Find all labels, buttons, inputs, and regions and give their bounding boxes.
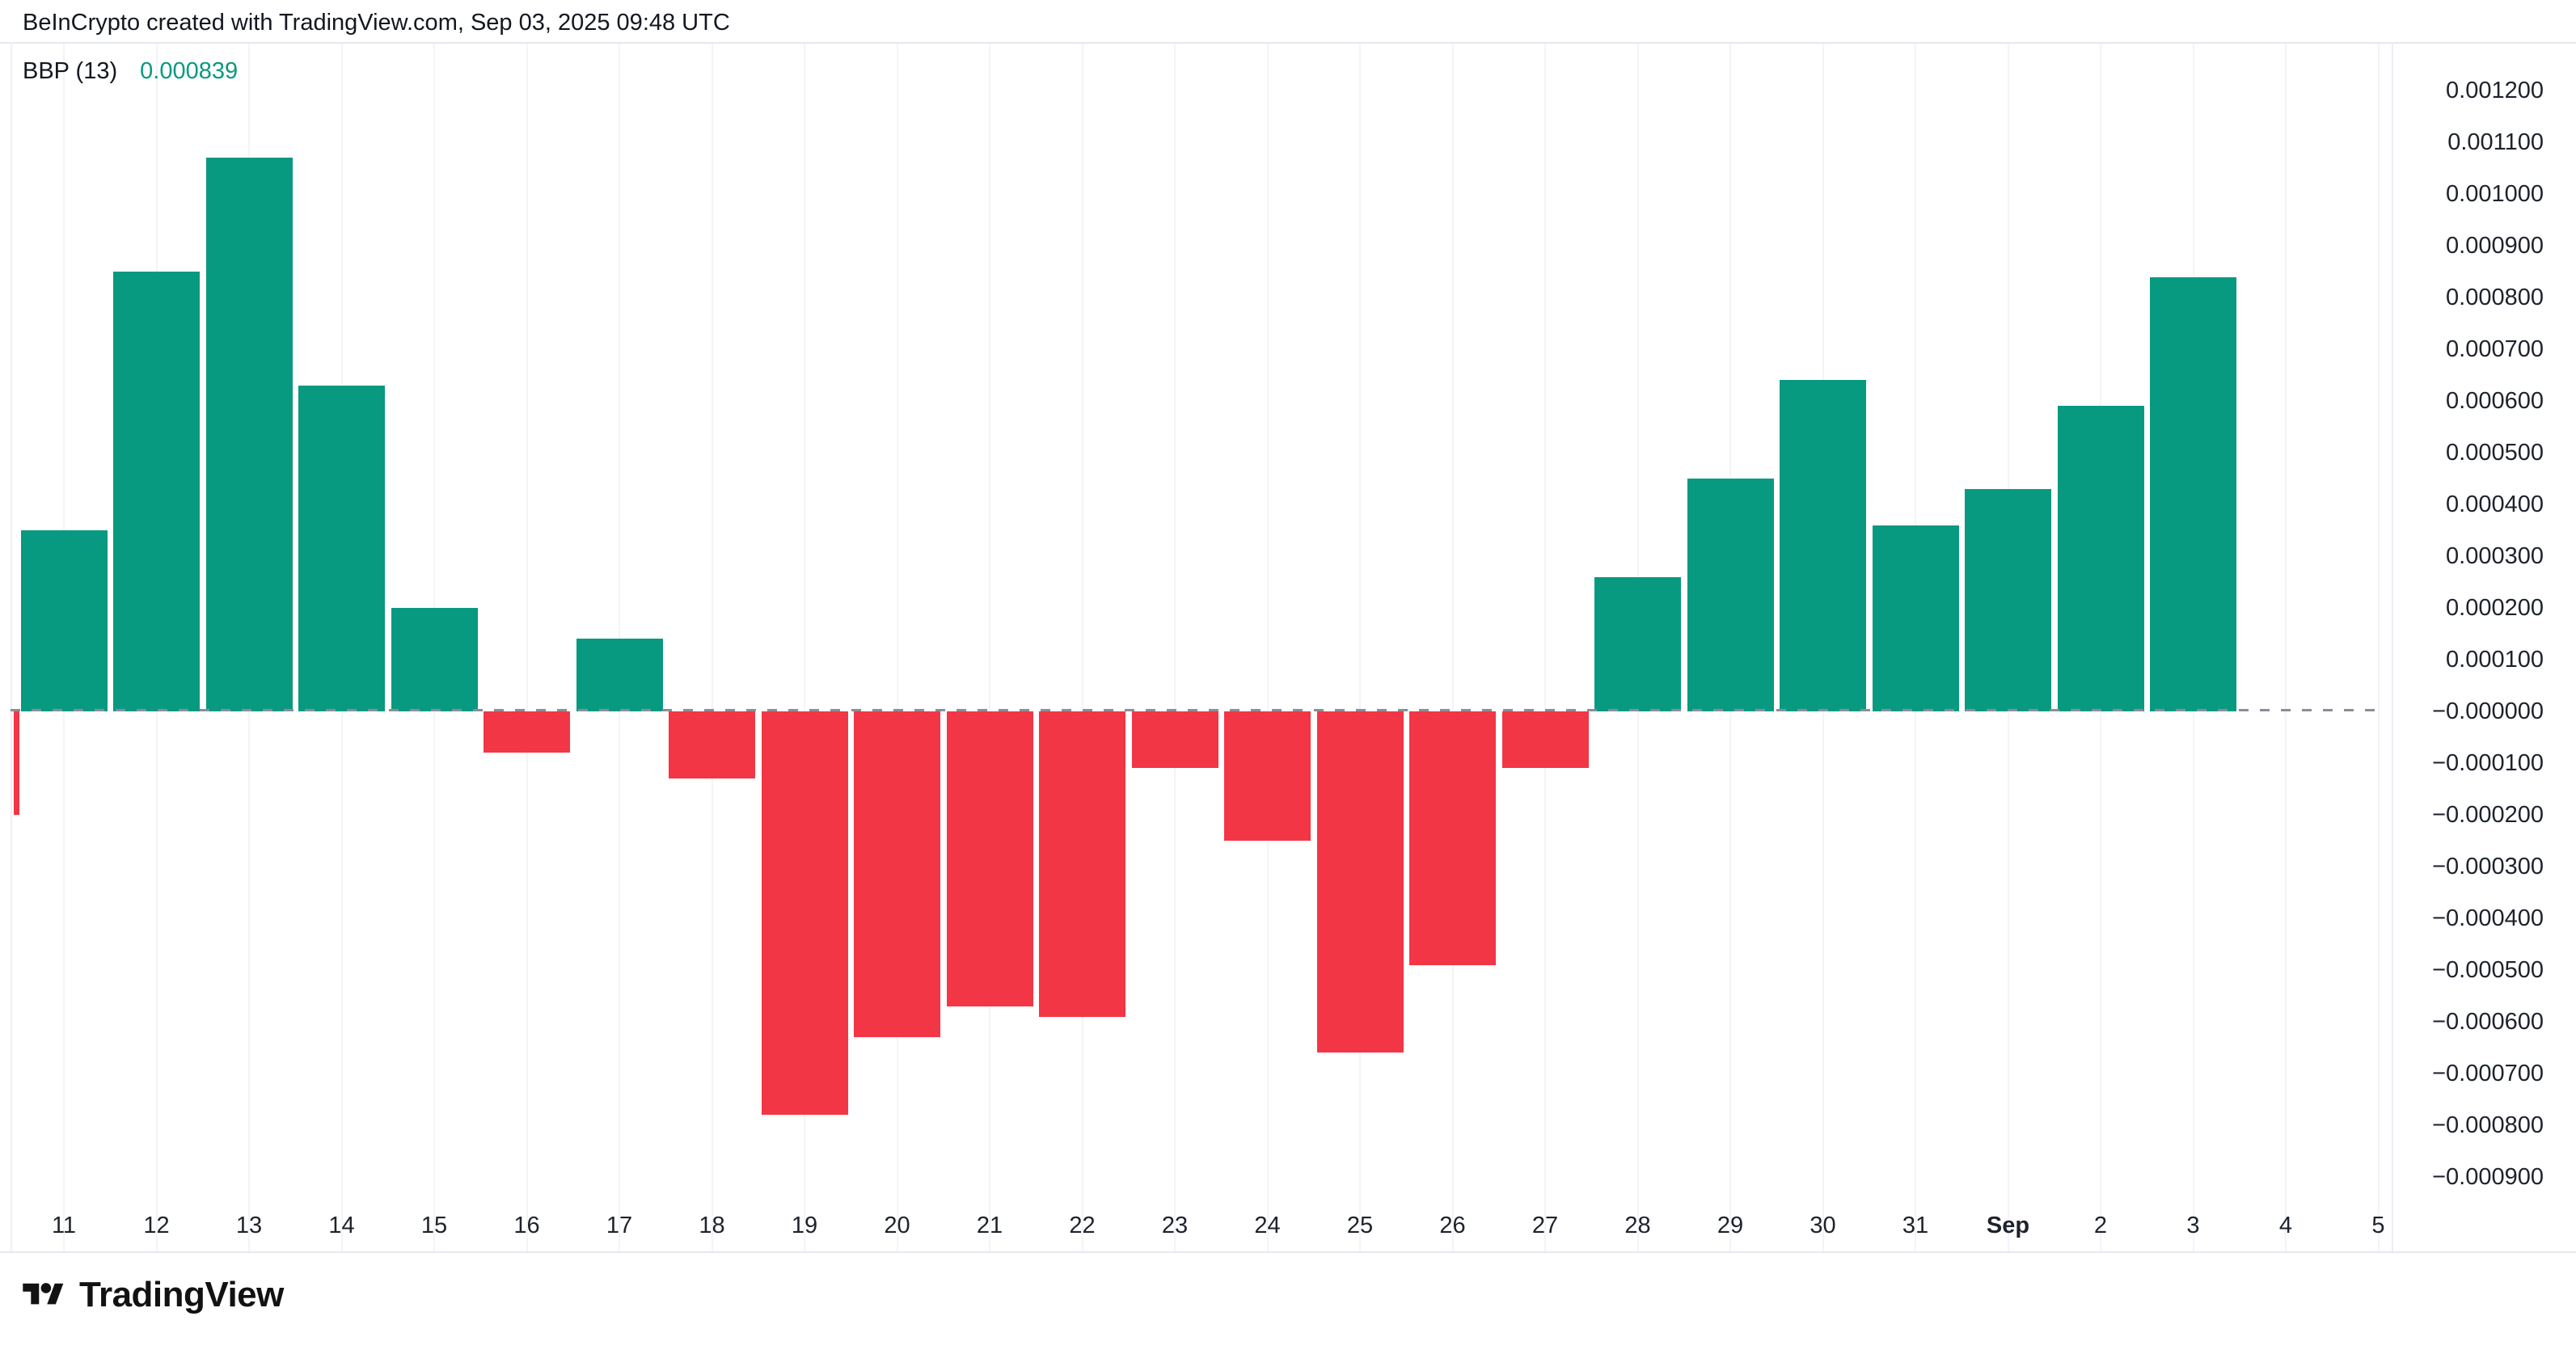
tradingview-logo-text: TradingView — [79, 1275, 284, 1314]
time-scale-label-13: 13 — [235, 1213, 263, 1238]
histogram-bar-Sep — [1965, 489, 2051, 711]
price-scale-label: −0.000900 — [2432, 1164, 2544, 1190]
histogram-bar-18 — [669, 711, 755, 778]
histogram-bar-clipped-left — [14, 711, 19, 815]
time-scale-label-27: 27 — [1531, 1213, 1559, 1238]
time-scale-label-30: 30 — [1810, 1213, 1836, 1238]
histogram-bar-23 — [1132, 711, 1218, 768]
histogram-bar-26 — [1409, 711, 1496, 965]
gridline-26 — [1451, 44, 1454, 1251]
gridline-19 — [804, 44, 805, 1251]
price-scale-label: 0.001000 — [2446, 181, 2544, 207]
histogram-bar-21 — [947, 711, 1033, 1006]
tradingview-attribution-logo[interactable]: TradingView — [23, 1277, 284, 1313]
gridline-4 — [2285, 44, 2287, 1251]
time-scale-label-31: 31 — [1902, 1213, 1929, 1238]
indicator-value: 0.000839 — [140, 58, 239, 84]
price-scale-label: −0.000000 — [2432, 698, 2544, 724]
gridline-5 — [2377, 44, 2380, 1251]
time-scale-label-24: 24 — [1254, 1213, 1281, 1238]
gridline-25 — [1359, 44, 1361, 1251]
histogram-bar-14 — [298, 386, 385, 711]
histogram-bar-24 — [1224, 711, 1311, 841]
time-scale-label-5: 5 — [2371, 1213, 2385, 1238]
histogram-bar-16 — [484, 711, 570, 753]
attribution-text: BeInCrypto created with TradingView.com,… — [23, 10, 730, 36]
histogram-bar-13 — [206, 158, 293, 711]
price-scale-label: −0.000700 — [2432, 1061, 2544, 1086]
price-scale-label: −0.000800 — [2432, 1112, 2544, 1138]
gridline-27 — [1544, 44, 1546, 1251]
price-scale-divider — [2392, 42, 2393, 1251]
histogram-bar-19 — [762, 711, 848, 1115]
price-scale-label: −0.000300 — [2432, 854, 2544, 880]
time-scale-label-2: 2 — [2093, 1213, 2108, 1238]
time-scale-label-16: 16 — [513, 1213, 540, 1238]
price-scale-label: 0.000200 — [2446, 595, 2544, 621]
price-scale-label: 0.000700 — [2446, 336, 2544, 362]
histogram-bar-3 — [2150, 277, 2236, 711]
indicator-name: BBP (13) — [23, 58, 118, 84]
pane-top-border — [0, 42, 2576, 44]
zero-line-dashed — [11, 709, 2385, 711]
price-scale-label: −0.000400 — [2432, 905, 2544, 931]
histogram-bar-12 — [113, 272, 200, 711]
time-scale-label-25: 25 — [1346, 1213, 1374, 1238]
pane-left-border — [11, 42, 12, 1251]
price-scale-label: 0.000800 — [2446, 285, 2544, 310]
histogram-bar-17 — [576, 639, 663, 711]
price-scale-label: −0.000200 — [2432, 802, 2544, 828]
time-scale-label-17: 17 — [606, 1213, 633, 1238]
price-scale-label: 0.000600 — [2446, 388, 2544, 414]
time-scale-label-23: 23 — [1161, 1213, 1189, 1238]
price-scale-label: 0.001200 — [2446, 78, 2544, 103]
price-scale-label: 0.000900 — [2446, 233, 2544, 259]
gridline-22 — [1081, 44, 1083, 1251]
histogram-bar-11 — [21, 530, 108, 711]
time-scale-label-11: 11 — [51, 1213, 77, 1238]
price-scale-label: −0.000500 — [2432, 957, 2544, 983]
tradingview-logo-icon — [23, 1283, 64, 1305]
histogram-bar-27 — [1502, 711, 1589, 768]
price-scale-label: 0.000100 — [2446, 647, 2544, 673]
price-scale-label: 0.001100 — [2447, 129, 2544, 155]
price-scale-label: −0.000100 — [2432, 750, 2544, 776]
histogram-bar-20 — [854, 711, 940, 1037]
gridline-23 — [1174, 44, 1176, 1251]
histogram-bar-2 — [2058, 406, 2144, 711]
indicator-legend[interactable]: BBP (13) 0.000839 — [23, 57, 238, 86]
time-scale-label-12: 12 — [143, 1213, 170, 1238]
gridline-24 — [1266, 44, 1269, 1251]
time-scale-label-19: 19 — [791, 1213, 818, 1238]
gridline-21 — [989, 44, 990, 1251]
time-scale-label-20: 20 — [884, 1213, 910, 1238]
histogram-bar-29 — [1687, 479, 1774, 711]
time-scale-label-29: 29 — [1717, 1213, 1744, 1238]
time-scale-label-14: 14 — [328, 1213, 355, 1238]
histogram-bar-31 — [1873, 525, 1959, 711]
time-scale-label-22: 22 — [1069, 1213, 1096, 1238]
time-scale-label-21: 21 — [976, 1213, 1003, 1238]
time-scale-label-4: 4 — [2278, 1213, 2293, 1238]
gridline-20 — [896, 44, 898, 1251]
time-scale-label-28: 28 — [1624, 1213, 1651, 1238]
time-scale-label-18: 18 — [699, 1213, 725, 1238]
gridline-18 — [711, 44, 713, 1251]
histogram-bar-30 — [1780, 380, 1866, 711]
gridline-16 — [526, 44, 528, 1251]
time-scale-label-26: 26 — [1439, 1213, 1466, 1238]
price-scale-label: 0.000500 — [2446, 440, 2544, 466]
time-scale-label-Sep: Sep — [1986, 1213, 2030, 1238]
histogram-bar-28 — [1594, 577, 1681, 711]
time-scale-label-3: 3 — [2186, 1213, 2200, 1238]
price-scale-label: 0.000400 — [2446, 491, 2544, 517]
time-scale-label-15: 15 — [420, 1213, 448, 1238]
price-scale-label: −0.000600 — [2432, 1009, 2544, 1035]
pane-bottom-border — [0, 1251, 2576, 1253]
histogram-bar-22 — [1039, 711, 1125, 1017]
price-scale-label: 0.000300 — [2446, 543, 2544, 569]
histogram-bar-15 — [391, 608, 478, 711]
histogram-bar-25 — [1317, 711, 1404, 1053]
